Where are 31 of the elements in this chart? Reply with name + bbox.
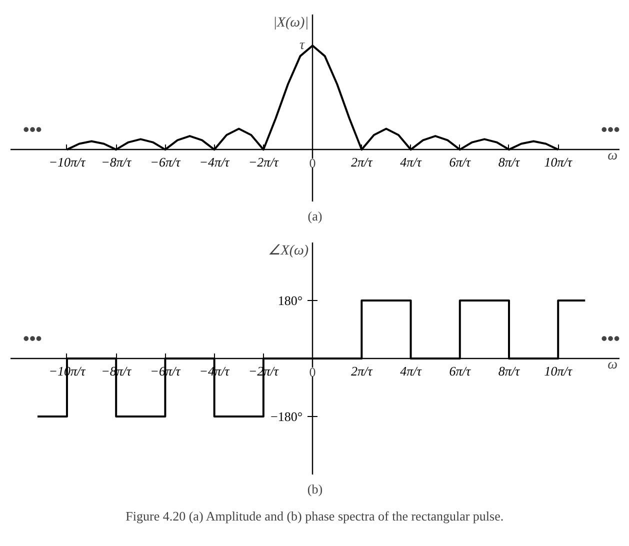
x-tick-label: −8π/τ (101, 154, 132, 170)
x-tick-label: −2π/τ (248, 154, 280, 170)
annotation: ••• (23, 328, 42, 348)
text: (a) (308, 208, 322, 224)
x-tick-label: −10π/τ (48, 154, 87, 170)
caption: Figure 4.20 (a) Amplitude and (b) phase spectra of the rectangular pulse. (126, 508, 504, 524)
x-tick-label: 4π/τ (400, 154, 423, 170)
y-tick-label: −180° (270, 409, 303, 424)
x-tick-label: −6π/τ (150, 154, 182, 170)
annotation: ••• (601, 120, 620, 140)
y-axis-title: |X(ω)| (273, 16, 309, 30)
x-tick-label: 8π/τ (498, 154, 521, 170)
x-axis-title: ω (608, 148, 618, 164)
x-tick-label: 0 (309, 156, 316, 171)
x-tick-label: 6π/τ (449, 364, 472, 378)
x-tick-label: −4π/τ (199, 154, 231, 170)
x-tick-label: 6π/τ (449, 154, 472, 170)
x-tick-label: 2π/τ (351, 364, 374, 378)
annotation: ••• (601, 328, 620, 348)
annotation: τ (300, 38, 306, 54)
text: (b) (307, 482, 323, 496)
x-tick-label: 8π/τ (498, 364, 521, 378)
y-tick-label: 180° (278, 293, 303, 308)
x-tick-label: 2π/τ (351, 154, 374, 170)
x-tick-label: 10π/τ (544, 154, 574, 170)
x-tick-label: 10π/τ (544, 364, 574, 378)
x-tick-label: 4π/τ (400, 364, 423, 378)
y-axis-title: ∠X(ω) (268, 244, 309, 258)
x-axis-title: ω (608, 358, 618, 372)
annotation: ••• (23, 120, 42, 140)
x-tick-label: 0 (309, 364, 316, 380)
